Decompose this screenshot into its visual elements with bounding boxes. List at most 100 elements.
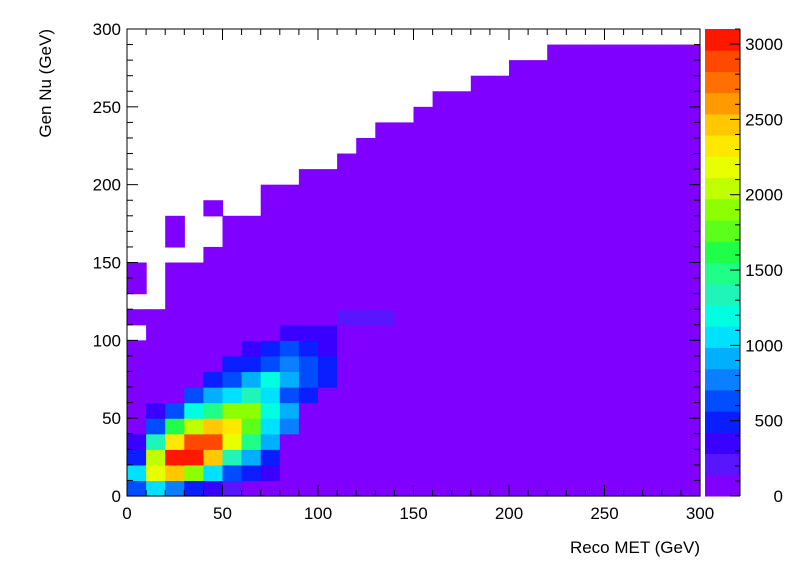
heatmap-cell [661,402,682,419]
heatmap-cell [661,60,682,77]
heatmap-cell [318,480,338,497]
heatmap-cell [394,231,415,248]
heatmap-cell [585,231,606,248]
heatmap-cell [394,293,415,310]
heatmap-cell [260,278,281,295]
heatmap-cell [547,231,567,248]
heatmap-cell [489,371,510,388]
heatmap-cell [585,137,606,155]
heatmap-cell [375,324,395,341]
heatmap-cell [356,278,376,295]
heatmap-cell [566,91,586,108]
heatmap-cell [375,387,395,404]
x-tick-label: 250 [590,504,618,523]
heatmap-cell [470,293,491,310]
heatmap-cell [528,60,548,77]
heatmap-cell [337,340,357,357]
heatmap-cell [298,340,319,357]
heatmap-cell [165,340,185,357]
heatmap-cell [165,480,185,497]
heatmap-cell [604,293,625,310]
heatmap-cell [432,122,453,139]
heatmap-cell [432,464,453,482]
heatmap-cell [356,215,376,232]
heatmap-cell [547,60,567,77]
heatmap-cell [547,309,567,326]
heatmap-cell [585,355,606,373]
heatmap-cell [432,433,453,450]
heatmap-cell [489,433,510,450]
heatmap-cell [585,122,606,139]
heatmap-cell [146,355,166,373]
heatmap-cell [566,355,586,373]
heatmap-cell [298,402,319,419]
x-tick-label: 200 [495,504,523,523]
heatmap-cell [623,137,644,155]
heatmap-cell [661,340,682,357]
heatmap-cell [604,60,625,77]
heatmap-cell [432,215,453,232]
heatmap-cell [623,44,644,61]
heatmap-cell [623,200,644,217]
heatmap-cell [222,215,243,232]
heatmap-cell [547,106,567,123]
heatmap-cell [279,449,300,466]
heatmap-cell [203,246,224,264]
heatmap-cell [623,402,644,419]
heatmap-cell [604,278,625,295]
heatmap-cell [184,324,204,341]
heatmap-cell [547,278,567,295]
heatmap-cell [451,418,472,435]
heatmap-cell [547,418,567,435]
heatmap-cell [375,480,395,497]
heatmap-cell [241,246,262,264]
heatmap-cell [470,184,491,201]
heatmap-cell [680,340,701,357]
heatmap-cell [470,262,491,279]
colorbar-segment [705,368,740,391]
heatmap-cell [241,262,262,279]
heatmap-cell [146,309,166,326]
heatmap-cell [375,215,395,232]
heatmap-cell [585,278,606,295]
heatmap-cell [566,75,586,92]
heatmap-cell [298,418,319,435]
heatmap-cell [566,402,586,419]
heatmap-cell [451,184,472,201]
heatmap-cell [184,262,204,279]
heatmap-cell [604,75,625,92]
heatmap-cell [509,293,529,310]
heatmap-cell [451,106,472,123]
heatmap-cell [623,262,644,279]
y-tick-label: 200 [93,176,121,195]
heatmap-cell [680,122,701,139]
heatmap-cell [489,449,510,466]
heatmap-cell [298,464,319,482]
heatmap-cell [547,324,567,341]
heatmap-cell [528,433,548,450]
heatmap-cell [394,184,415,201]
heatmap-cell [413,449,434,466]
heatmap-cell [528,355,548,373]
heatmap-cell [260,355,281,373]
heatmap-cell [127,418,147,435]
heatmap-cell [260,324,281,341]
heatmap-cell [127,387,147,404]
heatmap-cell [375,293,395,310]
heatmap-cell [623,75,644,92]
heatmap-cell [260,449,281,466]
heatmap-cell [127,433,147,450]
colorbar-tick-label: 1000 [745,336,783,355]
heatmap-cell [489,309,510,326]
heatmap-cell [451,169,472,186]
heatmap-cell [298,387,319,404]
heatmap-cell [528,122,548,139]
colorbar-tick-label: 500 [755,412,783,431]
heatmap-cell [566,324,586,341]
heatmap-cell [680,75,701,92]
heatmap-cell [413,433,434,450]
heatmap-cell [509,184,529,201]
heatmap-cell [661,215,682,232]
heatmap-cell [337,433,357,450]
